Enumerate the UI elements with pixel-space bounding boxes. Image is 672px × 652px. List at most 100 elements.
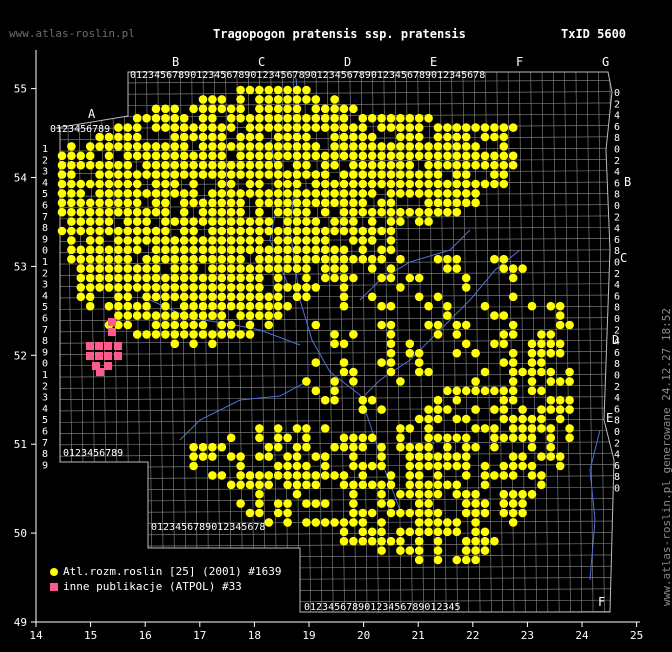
atlas-point xyxy=(179,132,189,142)
atlas-point xyxy=(123,160,133,170)
grid-line xyxy=(56,80,614,84)
atlas-point xyxy=(273,508,283,518)
atlas-point xyxy=(85,283,95,292)
atlas-point xyxy=(480,301,490,311)
atlas-point xyxy=(405,151,415,161)
atlas-point xyxy=(499,339,509,349)
atlas-point xyxy=(85,226,95,236)
atlas-point xyxy=(123,132,133,142)
atlas-point xyxy=(85,301,95,311)
other-point xyxy=(114,342,122,350)
site-name: www.atlas-roslin.pl xyxy=(9,27,135,40)
atlas-point xyxy=(508,489,518,499)
atlas-point xyxy=(396,536,405,546)
atlas-point xyxy=(330,179,339,189)
atlas-point xyxy=(302,471,311,480)
atlas-point xyxy=(367,480,377,490)
atlas-point xyxy=(461,452,471,461)
atlas-point xyxy=(508,358,518,367)
atlas-point xyxy=(104,170,114,179)
grid-line xyxy=(56,554,614,559)
atlas-point xyxy=(292,95,302,104)
atlas-point xyxy=(386,170,396,179)
atlas-point xyxy=(273,499,283,508)
grid-left-digit: 1 xyxy=(42,144,48,155)
atlas-point xyxy=(123,226,133,236)
atlas-point xyxy=(405,170,415,179)
y-tick-label: 54 xyxy=(14,172,28,185)
atlas-point xyxy=(161,207,170,217)
atlas-point xyxy=(555,395,565,405)
grid-line xyxy=(56,452,614,457)
atlas-point xyxy=(339,433,349,443)
atlas-point xyxy=(245,151,255,161)
atlas-point xyxy=(67,207,76,217)
atlas-point xyxy=(424,301,433,311)
atlas-point xyxy=(302,207,311,217)
grid-right-digit: 6 xyxy=(614,404,620,415)
atlas-point xyxy=(414,489,424,499)
atlas-point xyxy=(161,151,170,161)
atlas-point xyxy=(76,254,86,264)
atlas-point xyxy=(302,226,311,236)
atlas-point xyxy=(104,264,114,273)
atlas-point xyxy=(264,198,274,208)
grid-right-digit: 8 xyxy=(614,472,620,483)
atlas-point xyxy=(480,527,490,537)
atlas-point xyxy=(189,320,198,330)
atlas-point xyxy=(151,179,161,189)
atlas-point xyxy=(405,546,415,555)
atlas-point xyxy=(208,160,217,170)
atlas-point xyxy=(452,433,462,443)
atlas-point xyxy=(245,189,255,198)
grid-left-digit: 9 xyxy=(42,234,48,245)
atlas-point xyxy=(490,123,499,132)
atlas-point xyxy=(461,536,471,546)
grid-left-digit: 7 xyxy=(42,212,48,223)
atlas-point xyxy=(132,264,142,273)
atlas-point xyxy=(67,142,76,151)
atlas-point xyxy=(358,132,368,142)
atlas-point xyxy=(396,508,405,518)
atlas-point xyxy=(330,273,339,283)
atlas-point xyxy=(490,132,499,142)
atlas-point xyxy=(349,461,358,471)
atlas-point xyxy=(273,442,283,452)
atlas-point xyxy=(57,189,67,198)
atlas-point xyxy=(452,160,462,170)
atlas-point xyxy=(95,254,104,264)
atlas-point xyxy=(142,254,151,264)
atlas-point xyxy=(189,170,198,179)
atlas-point xyxy=(424,489,433,499)
atlas-point xyxy=(189,292,198,302)
atlas-point xyxy=(349,236,358,245)
atlas-point xyxy=(292,245,302,255)
atlas-point xyxy=(142,151,151,161)
atlas-point xyxy=(95,217,104,226)
atlas-point xyxy=(499,471,509,480)
atlas-point xyxy=(302,292,311,302)
atlas-point xyxy=(433,254,443,264)
atlas-point xyxy=(377,198,386,208)
atlas-point xyxy=(161,311,170,320)
atlas-point xyxy=(461,189,471,198)
atlas-point xyxy=(339,518,349,527)
pink-square-icon xyxy=(50,583,58,591)
atlas-point xyxy=(433,142,443,151)
atlas-point xyxy=(414,471,424,480)
atlas-point xyxy=(452,179,462,189)
atlas-point xyxy=(123,207,133,217)
atlas-point xyxy=(179,189,189,198)
atlas-point xyxy=(132,311,142,320)
atlas-point xyxy=(76,207,86,217)
atlas-point xyxy=(255,160,264,170)
atlas-point xyxy=(471,518,480,527)
atlas-point xyxy=(499,160,509,170)
atlas-point xyxy=(405,461,415,471)
atlas-point xyxy=(349,207,358,217)
atlas-point xyxy=(104,142,114,151)
atlas-point xyxy=(95,226,104,236)
atlas-point xyxy=(142,113,151,123)
atlas-point xyxy=(245,292,255,302)
atlas-point xyxy=(377,461,386,471)
